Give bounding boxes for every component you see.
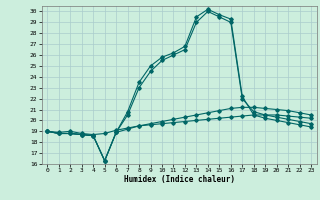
X-axis label: Humidex (Indice chaleur): Humidex (Indice chaleur) [124,175,235,184]
